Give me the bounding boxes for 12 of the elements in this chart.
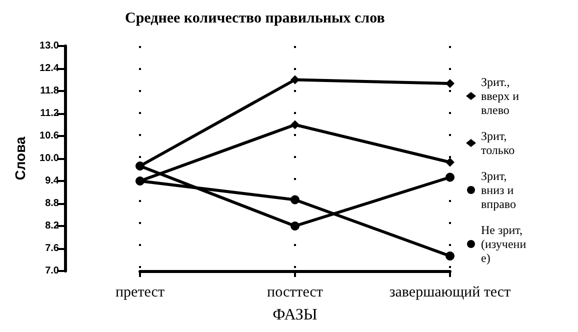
legend-label: Зрит., вверх и влево [481, 75, 522, 117]
y-tick-label: 8.2 [45, 220, 60, 232]
legend-label: Зрит, вниз и вправо [481, 169, 517, 211]
y-axis-title: Слова [12, 136, 28, 180]
x-tick-label: претест [116, 284, 165, 300]
x-tick-label: посттест [267, 284, 324, 300]
legend-label: Зрит, только [481, 129, 515, 157]
chart-title: Среднее количество правильных слов [125, 10, 385, 26]
x-axis-title: ФАЗЫ [272, 306, 318, 324]
legend-label: Не зрит, (изучение) [481, 223, 527, 265]
x-tick-label: завершающий тест [389, 284, 512, 300]
y-tick-label: 11.2 [40, 108, 60, 119]
